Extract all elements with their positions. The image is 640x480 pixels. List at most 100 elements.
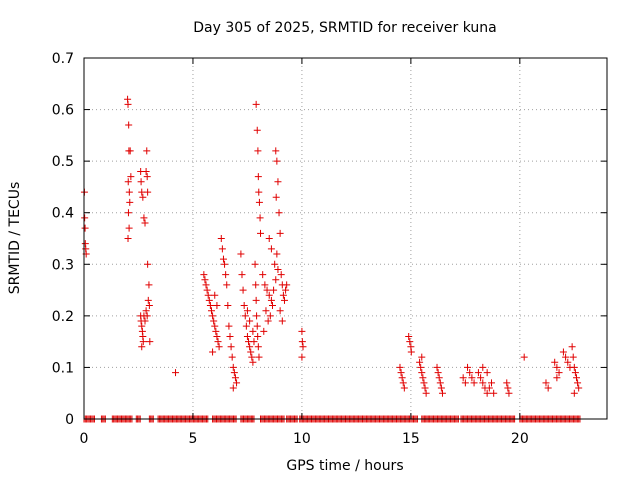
- data-point: [505, 389, 513, 397]
- data-point: [253, 126, 261, 134]
- data-point: [205, 296, 213, 304]
- data-point: [406, 338, 414, 346]
- data-point: [211, 322, 219, 330]
- data-point: [254, 343, 262, 351]
- data-point: [249, 327, 257, 335]
- data-point: [299, 343, 307, 351]
- data-point: [277, 271, 285, 279]
- data-point: [298, 353, 306, 361]
- data-point: [231, 374, 239, 382]
- data-point: [435, 374, 443, 382]
- data-point: [265, 291, 273, 299]
- data-point: [207, 307, 215, 315]
- data-point: [400, 384, 408, 392]
- data-point: [137, 178, 145, 186]
- data-point: [479, 379, 487, 387]
- data-point: [255, 353, 263, 361]
- data-point: [138, 188, 146, 196]
- data-point: [520, 353, 528, 361]
- data-point: [140, 214, 148, 222]
- plot-frame: [83, 57, 608, 420]
- data-point: [574, 379, 582, 387]
- data-point: [271, 260, 279, 268]
- data-point: [224, 302, 232, 310]
- data-point: [279, 291, 287, 299]
- data-point: [143, 312, 151, 320]
- data-point: [144, 188, 152, 196]
- data-point: [464, 363, 472, 371]
- data-point: [267, 245, 275, 253]
- data-point: [479, 363, 487, 371]
- data-point: [283, 281, 291, 289]
- y-tick-label: 0.1: [52, 360, 74, 376]
- y-tick-label: 0.7: [52, 51, 74, 67]
- data-point: [483, 369, 491, 377]
- data-point: [553, 374, 561, 382]
- data-point: [263, 286, 271, 294]
- data-point: [570, 389, 578, 397]
- data-point: [276, 229, 284, 237]
- data-point: [246, 317, 254, 325]
- data-point: [256, 214, 264, 222]
- data-point: [398, 374, 406, 382]
- data-point: [265, 235, 273, 242]
- data-point: [397, 369, 405, 377]
- data-point: [257, 229, 265, 237]
- data-point: [242, 322, 250, 330]
- y-axis-label: SRMTID / TECUs: [7, 182, 23, 295]
- data-point: [243, 307, 251, 315]
- data-point: [125, 224, 133, 232]
- data-point: [278, 317, 286, 325]
- data-point: [468, 374, 476, 382]
- data-point: [141, 317, 149, 325]
- data-point: [255, 188, 263, 196]
- data-point: [488, 379, 496, 387]
- data-point: [282, 286, 290, 294]
- x-axis-label: GPS time / hours: [286, 458, 403, 474]
- data-point: [230, 369, 238, 377]
- data-point: [438, 389, 446, 397]
- data-point: [569, 353, 577, 361]
- data-point: [407, 348, 415, 356]
- data-point: [434, 369, 442, 377]
- data-point: [433, 363, 441, 371]
- data-point: [254, 332, 262, 340]
- data-point: [396, 363, 404, 371]
- data-point: [261, 281, 269, 289]
- data-point: [213, 332, 221, 340]
- x-tick-label: 0: [80, 431, 89, 447]
- data-point: [127, 173, 135, 181]
- data-point: [421, 384, 429, 392]
- data-point: [209, 312, 217, 320]
- data-point: [219, 255, 227, 263]
- data-point: [559, 348, 567, 356]
- data-point: [229, 363, 237, 371]
- data-point: [226, 332, 234, 340]
- data-point: [229, 384, 237, 392]
- data-point: [202, 281, 210, 289]
- data-point: [126, 198, 134, 206]
- data-point: [124, 209, 132, 217]
- data-point: [272, 276, 280, 284]
- data-point: [542, 379, 550, 387]
- y-tick-label: 0.4: [52, 206, 74, 222]
- data-point: [272, 147, 280, 155]
- data-point: [267, 296, 275, 304]
- data-point: [81, 214, 89, 222]
- data-point: [126, 147, 134, 155]
- data-point: [273, 250, 281, 258]
- data-point: [240, 302, 248, 310]
- x-tick-label: 20: [511, 431, 529, 447]
- grid: [84, 58, 607, 419]
- data-point: [570, 363, 578, 371]
- data-point: [124, 100, 132, 108]
- data-point: [81, 224, 89, 232]
- data-point: [211, 291, 219, 299]
- data-point: [420, 379, 428, 387]
- data-point: [247, 348, 255, 356]
- chart-title: Day 305 of 2025, SRMTID for receiver kun…: [193, 20, 496, 36]
- data-point: [243, 332, 251, 340]
- data-point: [568, 343, 576, 351]
- y-tick-label: 0.5: [52, 154, 74, 170]
